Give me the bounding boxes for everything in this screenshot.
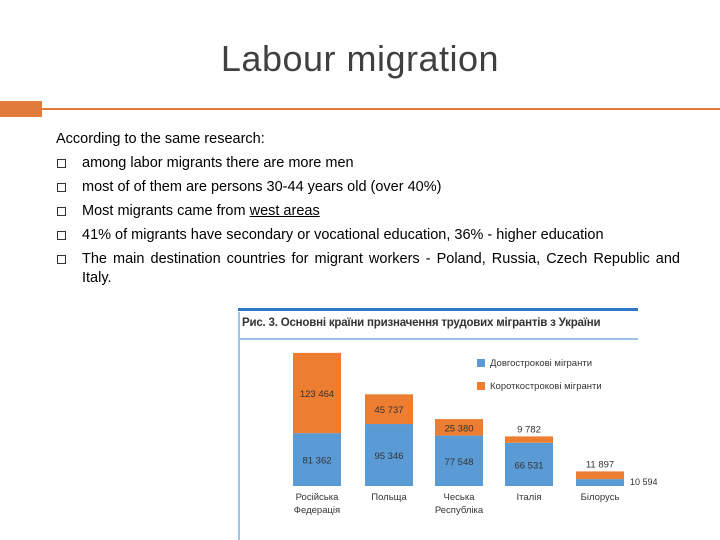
title-accent-block xyxy=(0,101,42,117)
figure-top-border xyxy=(238,308,638,311)
stacked-bar-chart: 81 362 123 464 Російська Федерація 95 346 45 … xyxy=(293,352,658,516)
bar-short-term xyxy=(576,471,624,480)
caption-divider xyxy=(238,338,638,340)
bar-long-term xyxy=(365,424,413,486)
category-label: Федерація xyxy=(294,505,340,516)
bullet-item: most of of them are persons 30-44 years … xyxy=(56,175,680,199)
square-bullet-icon xyxy=(57,183,66,192)
category-label: Чеська xyxy=(444,492,476,503)
square-bullet-icon xyxy=(57,207,66,216)
category-label: Білорусь xyxy=(581,492,620,503)
chart-legend: Довгострокові мігранти Короткострокові м… xyxy=(477,358,602,404)
bar-short-term xyxy=(293,352,341,434)
legend-item-short-term: Короткострокові мігранти xyxy=(477,381,602,393)
square-bullet-icon xyxy=(57,231,66,240)
title-divider xyxy=(42,108,720,110)
chart-figure: Рис. 3. Основні країни призначення трудо… xyxy=(238,308,720,540)
data-label-long-term: 66 531 xyxy=(514,460,543,471)
data-label-long-term: 77 548 xyxy=(444,457,473,468)
figure-left-border xyxy=(238,312,240,540)
bar-long-term xyxy=(293,433,341,486)
square-bullet-icon xyxy=(57,255,66,264)
data-label-short-term: 25 380 xyxy=(444,423,473,434)
bar-short-term xyxy=(435,419,483,436)
category-label: Республіка xyxy=(435,505,484,516)
legend-swatch xyxy=(477,382,485,390)
data-label-long-term: 10 594 xyxy=(630,477,658,487)
bar-long-term xyxy=(435,435,483,486)
bullet-item: The main destination countries for migra… xyxy=(56,247,680,288)
category-label: Польща xyxy=(371,492,407,503)
bullet-list: among labor migrants there are more men … xyxy=(56,151,680,288)
category-label: Російська xyxy=(296,492,339,503)
category-label: Італія xyxy=(517,492,542,503)
legend-swatch xyxy=(477,359,485,367)
data-label-short-term: 9 782 xyxy=(517,424,541,435)
intro-text: According to the same research: xyxy=(56,131,265,147)
legend-item-long-term: Довгострокові мігранти xyxy=(477,358,602,370)
data-label-long-term: 81 362 xyxy=(302,456,331,467)
bar-long-term xyxy=(576,479,624,486)
slide-body: According to the same research: among la… xyxy=(56,127,680,288)
chart-caption: Рис. 3. Основні країни призначення трудо… xyxy=(242,317,601,329)
data-label-short-term: 45 737 xyxy=(374,405,403,416)
bar-short-term xyxy=(505,436,553,443)
data-label-short-term: 123 464 xyxy=(300,389,334,400)
slide-title: Labour migration xyxy=(220,38,500,79)
bullet-item: Most migrants came from west areas xyxy=(56,199,680,223)
square-bullet-icon xyxy=(57,159,66,168)
bar-long-term xyxy=(505,442,553,486)
data-label-long-term: 95 346 xyxy=(374,451,403,462)
bullet-item: 41% of migrants have secondary or vocati… xyxy=(56,223,680,247)
underlined-text: west areas xyxy=(249,203,320,219)
data-label-short-term: 11 897 xyxy=(586,459,614,470)
bar-short-term xyxy=(365,394,413,425)
bullet-item: among labor migrants there are more men xyxy=(56,151,680,175)
